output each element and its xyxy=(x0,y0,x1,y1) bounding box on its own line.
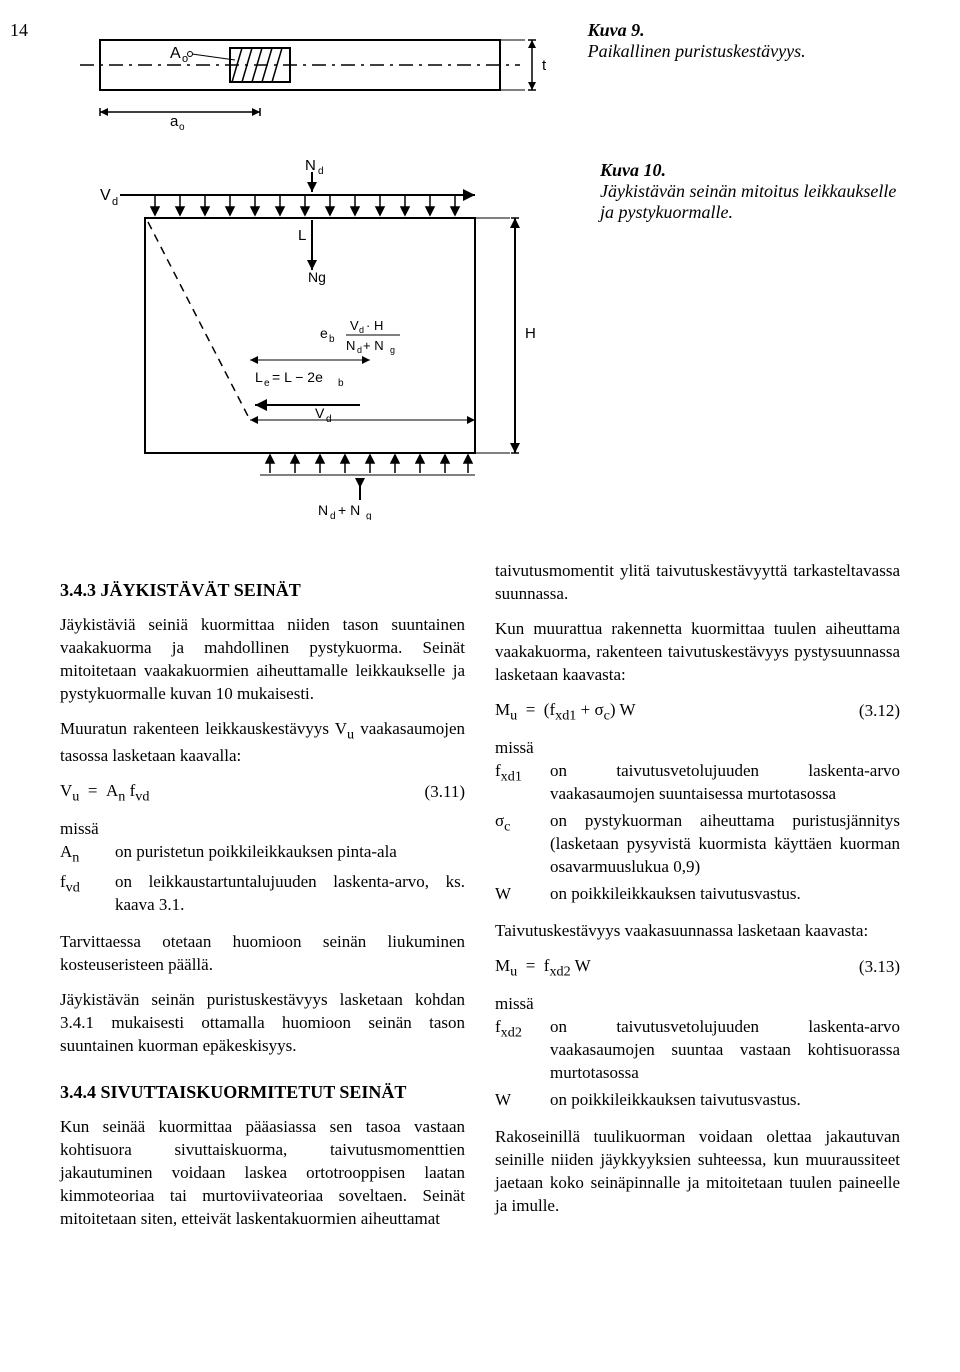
param-definition: on poikkileikkauksen taivutusvastus. xyxy=(550,883,900,906)
param-definition: on pystykuorman aiheuttama puristusjänni… xyxy=(550,810,900,879)
left-column: 3.4.3 JÄYKISTÄVÄT SEINÄT Jäykistäviä sei… xyxy=(60,560,465,1243)
svg-text:N: N xyxy=(346,338,355,353)
where-label: missä xyxy=(495,737,900,760)
equation-lhs: Mu = fxd2 W xyxy=(495,955,591,982)
svg-text:b: b xyxy=(329,334,335,345)
heading-344: 3.4.4 SIVUTTAISKUORMITETUT SEINÄT xyxy=(60,1080,465,1104)
body-paragraph: taivutusmomentit ylitä taivutuskestävyyt… xyxy=(495,560,900,606)
figure-9-row: A o a o t Kuva 9. Paikallinen p xyxy=(60,20,900,130)
svg-text:N: N xyxy=(318,502,328,518)
svg-text:d: d xyxy=(318,166,324,177)
svg-text:o: o xyxy=(179,122,185,130)
equation-3-11: Vu = An fvd (3.11) xyxy=(60,780,465,807)
body-paragraph: Kun muurattua rakennetta kuormittaa tuul… xyxy=(495,618,900,687)
param-symbol: fvd xyxy=(60,871,115,917)
param-definition: on taivutusvetolujuuden laskenta-arvo va… xyxy=(550,760,900,806)
figure-10-row: V d N d xyxy=(60,160,900,520)
svg-text:L: L xyxy=(255,369,263,385)
svg-text:d: d xyxy=(357,345,362,355)
equation-3-13: Mu = fxd2 W (3.13) xyxy=(495,955,900,982)
svg-text:V: V xyxy=(100,187,111,204)
figure-10-caption: Kuva 10. Jäykistävän seinän mitoitus lei… xyxy=(580,160,900,520)
body-paragraph: Taivutuskestävyys vaakasuunnassa lasketa… xyxy=(495,920,900,943)
param-symbol: W xyxy=(495,883,550,906)
body-columns: 3.4.3 JÄYKISTÄVÄT SEINÄT Jäykistäviä sei… xyxy=(60,560,900,1243)
figure-10-label: Kuva 10. xyxy=(600,160,900,181)
param-table: fxd1 on taivutusvetolujuuden laskenta-ar… xyxy=(495,760,900,906)
svg-text:d: d xyxy=(112,196,118,208)
equation-lhs: Mu = (fxd1 + σc) W xyxy=(495,699,636,726)
equation-number: (3.11) xyxy=(425,781,465,804)
figure-10-svg: V d N d xyxy=(60,160,580,520)
svg-text:N: N xyxy=(305,160,316,174)
svg-text:t: t xyxy=(542,57,547,74)
param-definition: on poikkileikkauksen taivutusvastus. xyxy=(550,1089,900,1112)
svg-text:d: d xyxy=(326,414,332,425)
body-paragraph: Jäykistäviä seiniä kuormittaa niiden tas… xyxy=(60,614,465,706)
svg-text:g: g xyxy=(390,345,395,355)
svg-text:+ N: + N xyxy=(338,502,360,518)
body-paragraph: Jäykistävän seinän puristuskestävyys las… xyxy=(60,989,465,1058)
svg-text:d: d xyxy=(330,511,336,520)
svg-text:= L − 2e: = L − 2e xyxy=(272,369,323,385)
svg-text:Ng: Ng xyxy=(308,269,326,285)
figure-9-text: Paikallinen puristuskestävyys. xyxy=(588,41,900,62)
param-symbol: fxd2 xyxy=(495,1016,550,1085)
param-table: An on puristetun poikkileikkauksen pinta… xyxy=(60,841,465,917)
svg-text:g: g xyxy=(366,511,372,520)
param-definition: on taivutusvetolujuuden laskenta-arvo va… xyxy=(550,1016,900,1085)
svg-text:· H: · H xyxy=(366,318,383,333)
svg-text:b: b xyxy=(338,378,344,389)
svg-text:+ N: + N xyxy=(363,338,384,353)
param-symbol: An xyxy=(60,841,115,868)
figure-9-svg: A o a o t xyxy=(60,20,568,130)
svg-text:A: A xyxy=(170,45,181,62)
svg-text:V: V xyxy=(315,405,325,421)
heading-343: 3.4.3 JÄYKISTÄVÄT SEINÄT xyxy=(60,578,465,602)
right-column: taivutusmomentit ylitä taivutuskestävyyt… xyxy=(495,560,900,1243)
where-label: missä xyxy=(495,993,900,1016)
param-definition: on puristetun poikkileikkauksen pinta-al… xyxy=(115,841,465,868)
svg-text:V: V xyxy=(350,318,359,333)
param-symbol: σc xyxy=(495,810,550,879)
where-label: missä xyxy=(60,818,465,841)
equation-3-12: Mu = (fxd1 + σc) W (3.12) xyxy=(495,699,900,726)
body-paragraph: Rakoseinillä tuulikuorman voidaan oletta… xyxy=(495,1126,900,1218)
svg-text:H: H xyxy=(525,325,536,342)
body-paragraph: Tarvittaessa otetaan huomioon seinän liu… xyxy=(60,931,465,977)
equation-number: (3.12) xyxy=(859,700,900,723)
param-symbol: fxd1 xyxy=(495,760,550,806)
svg-text:d: d xyxy=(359,325,364,335)
param-definition: on leikkaustartuntalujuuden laskenta-arv… xyxy=(115,871,465,917)
svg-text:L: L xyxy=(298,227,306,244)
equation-lhs: Vu = An fvd xyxy=(60,780,149,807)
body-paragraph: Muuratun rakenteen leikkauskestävyys Vu … xyxy=(60,718,465,767)
param-table: fxd2 on taivutusvetolujuuden laskenta-ar… xyxy=(495,1016,900,1112)
body-paragraph: Kun seinää kuormittaa pääasiassa sen tas… xyxy=(60,1116,465,1231)
figure-10-text: Jäykistävän seinän mitoitus leikkauksell… xyxy=(600,181,900,223)
figure-9-label: Kuva 9. xyxy=(588,20,900,41)
svg-text:e: e xyxy=(264,378,270,389)
param-symbol: W xyxy=(495,1089,550,1112)
svg-text:a: a xyxy=(170,113,179,130)
svg-text:e: e xyxy=(320,325,328,341)
equation-number: (3.13) xyxy=(859,956,900,979)
page-number: 14 xyxy=(10,20,28,41)
figure-9-caption: Kuva 9. Paikallinen puristuskestävyys. xyxy=(568,20,900,130)
